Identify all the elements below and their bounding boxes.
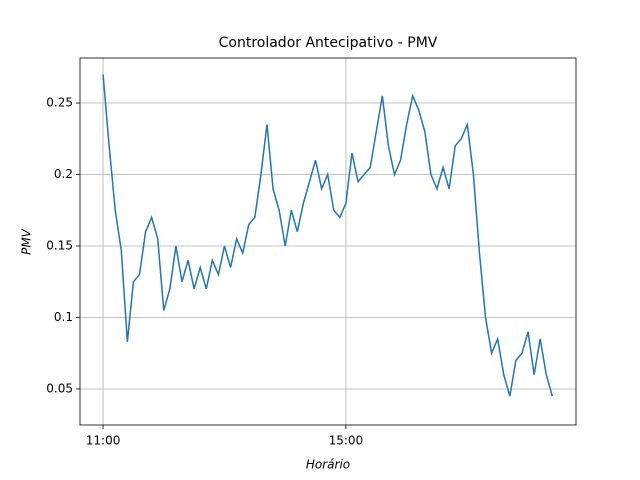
y-tick-label: 0.05 bbox=[46, 381, 73, 395]
x-axis-label: Horário bbox=[306, 458, 350, 472]
x-tick-label: 15:00 bbox=[329, 434, 364, 448]
y-tick-label: 0.1 bbox=[54, 310, 73, 324]
chart-title: Controlador Antecipativo - PMV bbox=[219, 35, 438, 51]
y-tick-label: 0.25 bbox=[46, 96, 73, 110]
y-tick-label: 0.2 bbox=[54, 167, 73, 181]
y-tick-label: 0.15 bbox=[46, 239, 73, 253]
data-line bbox=[102, 74, 554, 397]
y-axis-label: PMV bbox=[20, 228, 34, 255]
plot-frame bbox=[79, 57, 577, 426]
x-tick-label: 11:00 bbox=[86, 434, 121, 448]
